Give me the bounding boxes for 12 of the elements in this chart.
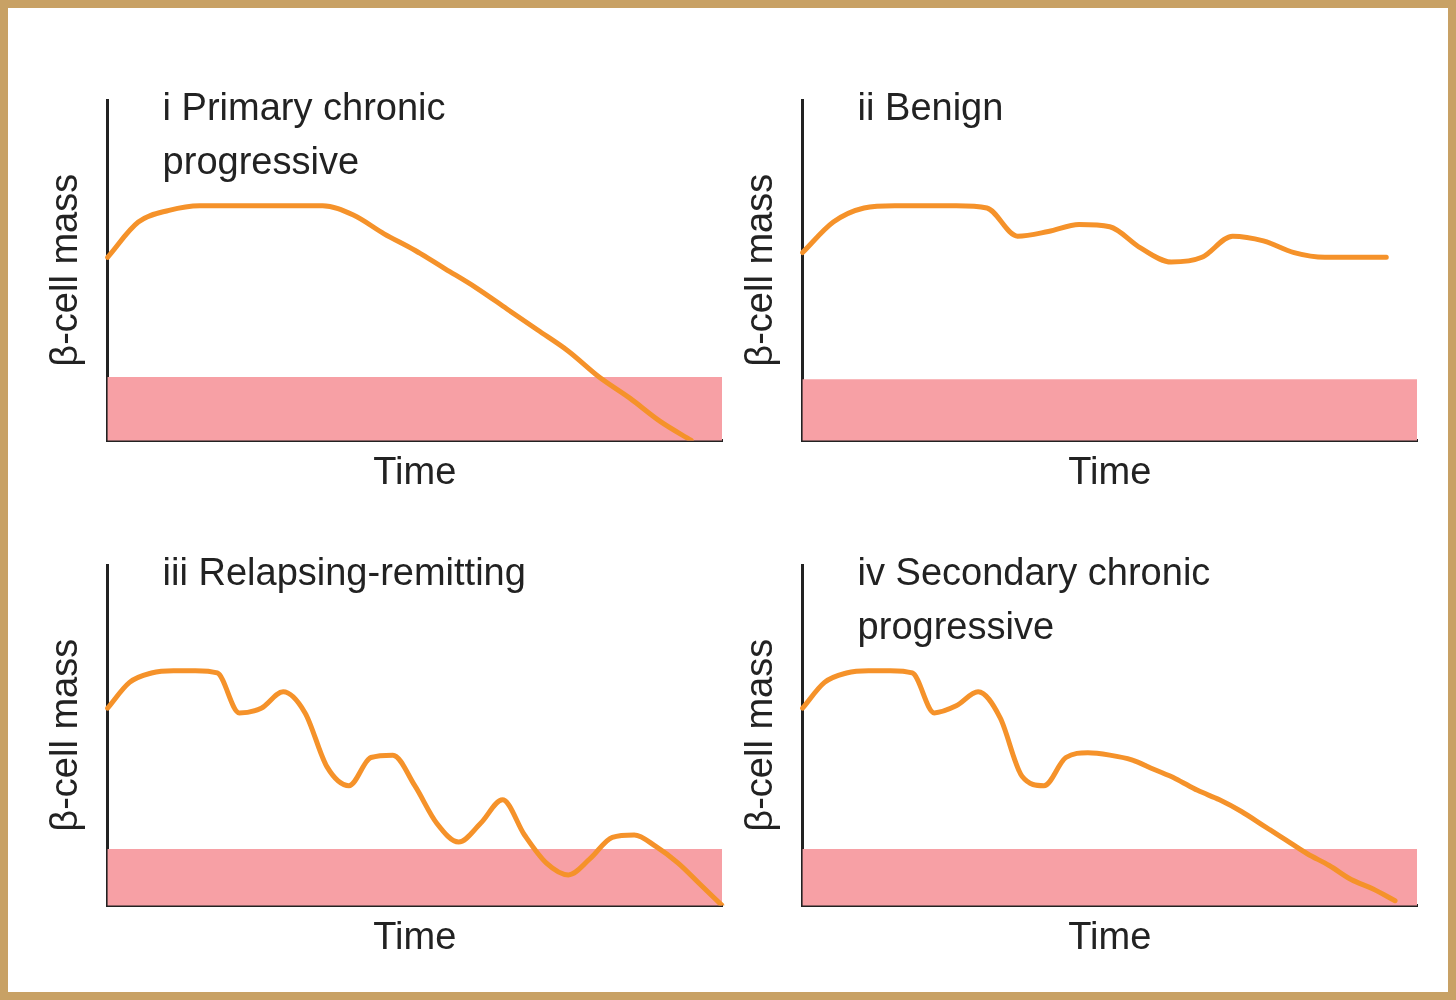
y-axis-title: β-cell mass [43, 638, 86, 832]
x-axis-title: Time [1068, 449, 1152, 492]
chart-title: iii Relapsing-remitting [162, 550, 526, 595]
x-axis-title: Time [1068, 914, 1152, 957]
x-axis-title: Time [373, 914, 457, 957]
x-axis-title: Time [373, 449, 457, 492]
y-axis-title: β-cell mass [738, 638, 781, 832]
chart-title: i Primary chronic progressive [162, 85, 447, 184]
chart-title: iv Secondary chronic progressive [857, 550, 1212, 649]
chart-title: ii Benign [857, 85, 1004, 130]
y-axis-title: β-cell mass [738, 173, 781, 367]
y-axis-title: β-cell mass [43, 173, 86, 367]
